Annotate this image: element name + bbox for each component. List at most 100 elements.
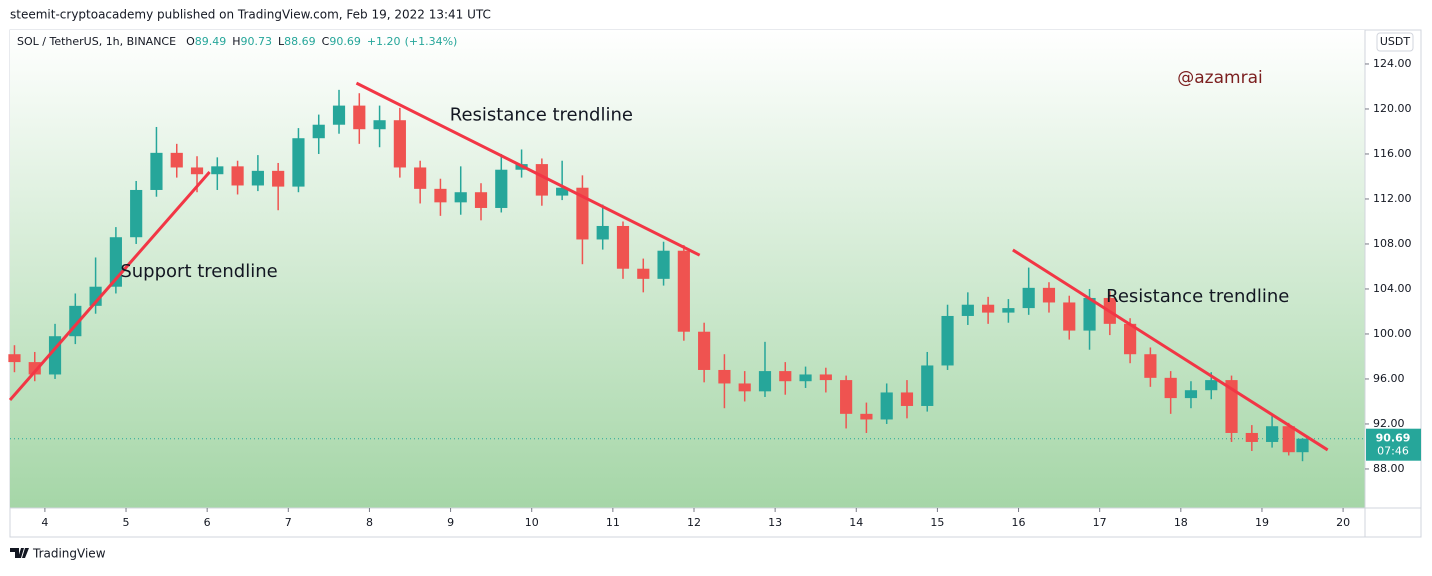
candle-body [779, 371, 792, 382]
ohlc-value: 90.69 [329, 35, 361, 48]
trendline [8, 170, 211, 401]
candle-body [28, 362, 41, 375]
candle-body [535, 164, 548, 196]
y-tick-label: 120.00 [1373, 102, 1412, 115]
x-tick-label: 12 [687, 516, 701, 529]
candle-body [332, 105, 346, 125]
watermark: @azamrai [1177, 68, 1262, 88]
y-tick-label: 88.00 [1373, 462, 1405, 475]
candle-body [1063, 302, 1076, 331]
x-tick-label: 20 [1336, 516, 1350, 529]
y-tick-label: 112.00 [1373, 192, 1412, 205]
tradingview-logo: TradingView [10, 547, 106, 561]
candle-body [860, 413, 873, 420]
last-price-label: 90.69 [1376, 432, 1411, 445]
annotation: Resistance trendline [450, 105, 633, 126]
candle-body [799, 374, 812, 382]
x-tick-label: 9 [447, 516, 454, 529]
candle-body [434, 188, 447, 203]
ohlc-label: C [322, 35, 330, 48]
currency-box[interactable] [1376, 32, 1414, 52]
symbol: SOL / TetherUS, 1h, BINANCE [17, 35, 176, 48]
candle-body [1225, 380, 1238, 433]
currency: USDT [1380, 35, 1411, 48]
candle-body [657, 250, 670, 279]
y-tick-label: 104.00 [1373, 282, 1412, 295]
candle-body [414, 167, 427, 189]
ohlc-label: L [278, 35, 285, 48]
ohlc-value: 88.69 [284, 35, 316, 48]
candle-body [596, 225, 609, 240]
candle-body [616, 225, 630, 269]
candle-body [698, 331, 711, 370]
logo-icon [10, 548, 29, 558]
trendline [1012, 248, 1329, 452]
change-pct: (+1.34%) [405, 35, 458, 48]
ohlc-value: 90.73 [241, 35, 273, 48]
y-tick-label: 124.00 [1373, 57, 1412, 70]
candle-body [1124, 323, 1137, 355]
candle-body [880, 392, 893, 420]
candle-body [190, 167, 204, 175]
footer-brand: TradingView [32, 547, 106, 561]
candle-body [900, 392, 914, 406]
candle-body [1144, 354, 1157, 378]
candle-body [170, 152, 183, 168]
candle-body [1002, 308, 1015, 313]
candle-body [738, 383, 751, 392]
candle-body [576, 187, 589, 240]
legend-line: SOL / TetherUS, 1h, BINANCE O89.49 H90.73 L… [17, 35, 457, 48]
countdown: 07:46 [1377, 445, 1409, 458]
candle-body [1042, 287, 1056, 303]
x-tick-label: 16 [1012, 516, 1026, 529]
y-tick-label: 116.00 [1373, 147, 1412, 160]
candle-body [393, 120, 406, 168]
candle-body [1266, 426, 1279, 442]
candle-body [1083, 297, 1096, 331]
candle-body [353, 105, 366, 130]
annotation: Support trendline [120, 261, 277, 282]
y-tick-label: 96.00 [1373, 372, 1405, 385]
x-tick-label: 15 [930, 516, 944, 529]
candle-body [1184, 390, 1198, 399]
x-tick-label: 14 [849, 516, 863, 529]
x-tick-label: 5 [123, 516, 130, 529]
x-tick-label: 7 [285, 516, 292, 529]
candle-body [495, 169, 508, 208]
x-tick-label: 13 [768, 516, 782, 529]
x-tick-label: 19 [1255, 516, 1269, 529]
y-tick-label: 108.00 [1373, 237, 1412, 250]
candle-body [312, 124, 325, 139]
candle-body [637, 268, 650, 279]
candle-body [961, 304, 974, 316]
published-line: steemit-cryptoacademy published on Tradi… [10, 8, 491, 22]
candle-body [758, 371, 772, 392]
candle-body [982, 304, 995, 313]
candle-body [251, 170, 264, 186]
y-tick-label: 100.00 [1373, 327, 1412, 340]
x-tick-label: 11 [606, 516, 620, 529]
candle-body [1205, 380, 1218, 391]
candle-body [373, 120, 386, 130]
candle-body [921, 365, 934, 406]
candle-body [8, 354, 21, 363]
x-tick-label: 18 [1174, 516, 1188, 529]
candle-body [1245, 432, 1258, 442]
candle-body [718, 369, 731, 384]
candle-body [556, 187, 569, 196]
ohlc-label: H [232, 35, 240, 48]
x-tick-label: 17 [1093, 516, 1107, 529]
annotation: Resistance trendline [1106, 286, 1289, 307]
candle-body [677, 250, 690, 332]
candle-body [840, 380, 853, 414]
ohlc-label: O [186, 35, 195, 48]
candle-body [1282, 426, 1295, 453]
x-tick-label: 8 [366, 516, 373, 529]
candle-body [454, 192, 467, 203]
change: +1.20 [367, 35, 401, 48]
candle-body [1296, 438, 1309, 453]
candle-body [89, 286, 102, 306]
x-tick-label: 6 [204, 516, 211, 529]
last-price-box [1366, 428, 1421, 461]
